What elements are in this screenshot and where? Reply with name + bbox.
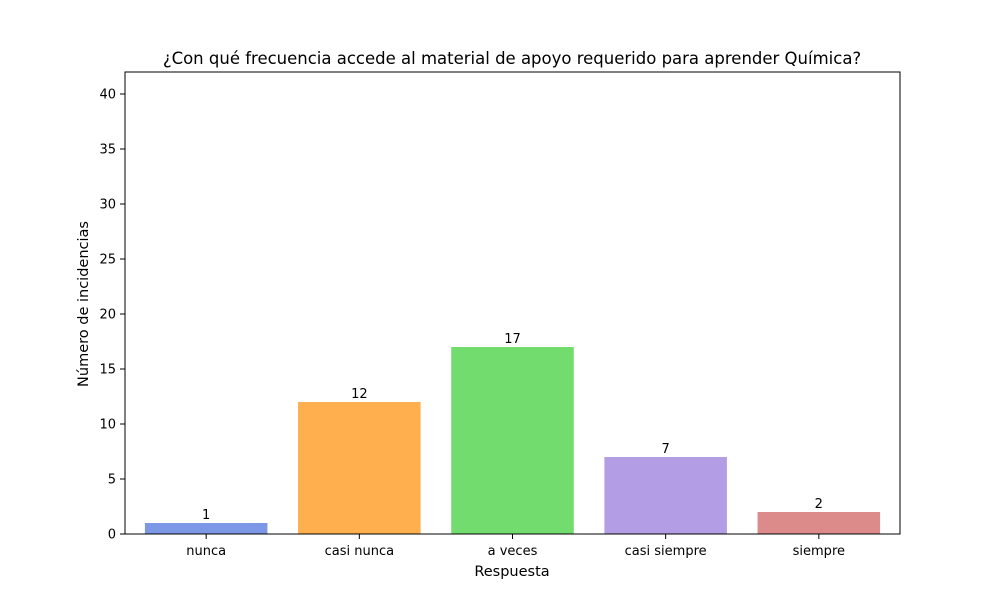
y-tick-label: 10 xyxy=(99,418,116,433)
y-tick-label: 0 xyxy=(108,528,116,543)
bar-siempre xyxy=(757,512,881,534)
data-label-casi-nunca: 12 xyxy=(351,387,368,402)
x-tick-label: siempre xyxy=(793,544,845,559)
y-tick-label: 35 xyxy=(99,143,116,158)
data-label-casi-siempre: 7 xyxy=(662,442,670,457)
x-tick-label: casi siempre xyxy=(625,544,707,559)
data-label-a-veces: 17 xyxy=(504,332,521,347)
x-axis-title: Respuesta xyxy=(474,564,549,580)
bar-casi-siempre xyxy=(604,457,727,534)
y-tick-label: 40 xyxy=(99,88,116,103)
y-axis-title: Número de incidencias xyxy=(76,221,92,387)
data-label-siempre: 2 xyxy=(815,497,823,512)
y-tick-label: 15 xyxy=(99,363,116,378)
x-tick-label: a veces xyxy=(488,544,538,559)
bar-a-veces xyxy=(451,347,574,534)
x-tick-label: casi nunca xyxy=(325,544,394,559)
x-tick-label: nunca xyxy=(186,544,226,559)
bar-nunca xyxy=(144,523,268,534)
chart-title: ¿Con qué frecuencia accede al material d… xyxy=(163,49,861,68)
bar-casi-nunca xyxy=(298,402,421,534)
y-tick-label: 5 xyxy=(108,473,116,488)
y-tick-label: 30 xyxy=(99,198,116,213)
data-label-nunca: 1 xyxy=(202,508,210,523)
y-tick-label: 20 xyxy=(99,308,116,323)
y-tick-label: 25 xyxy=(99,253,116,268)
